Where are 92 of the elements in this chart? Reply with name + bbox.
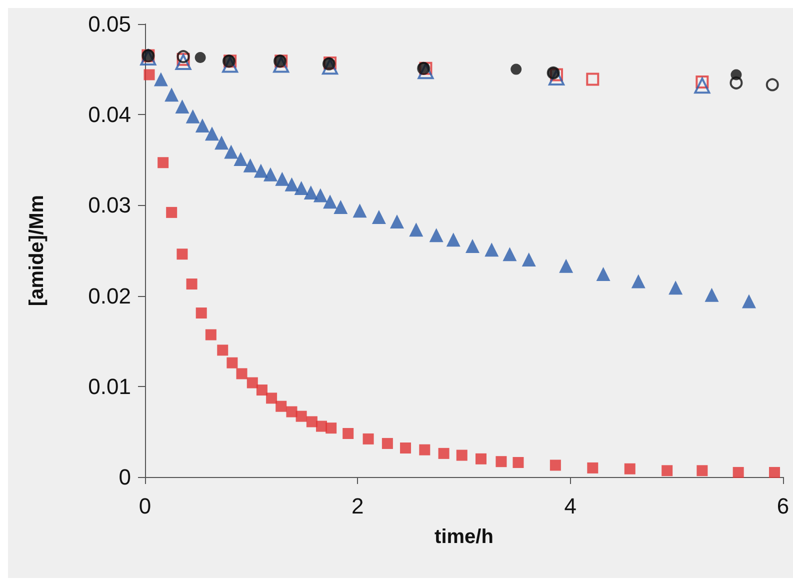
point (194, 52, 206, 64)
point (196, 308, 207, 319)
point (768, 466, 780, 478)
point (390, 214, 404, 229)
point (419, 444, 430, 456)
point (254, 164, 268, 178)
point (362, 433, 374, 444)
point (296, 410, 307, 422)
point (306, 416, 318, 428)
point (484, 242, 499, 257)
point (276, 400, 287, 412)
point (446, 232, 460, 247)
point (342, 428, 354, 440)
point (334, 200, 348, 214)
point (696, 465, 708, 476)
y-tick-label: 0.05 (88, 12, 131, 36)
point (496, 456, 507, 468)
point (236, 368, 248, 380)
point (266, 392, 278, 404)
point (234, 152, 248, 166)
point (418, 63, 434, 80)
point (742, 294, 756, 308)
point (326, 422, 337, 434)
point (466, 238, 480, 253)
point (631, 274, 646, 288)
y-tick-label: 0.01 (88, 374, 131, 399)
point (186, 109, 200, 124)
point (400, 442, 412, 454)
point (214, 136, 229, 150)
point (313, 188, 328, 202)
point (158, 157, 169, 168)
point (175, 99, 190, 114)
point (550, 460, 561, 471)
point (704, 288, 719, 302)
point (409, 222, 424, 237)
point (323, 194, 338, 209)
point (732, 466, 744, 478)
x-tick-label: 4 (564, 494, 576, 518)
x-tick-label: 6 (776, 494, 790, 518)
point (512, 457, 524, 468)
point (294, 180, 308, 195)
point (164, 88, 179, 102)
point (766, 78, 779, 92)
point (476, 453, 487, 464)
point (382, 438, 393, 449)
point (586, 72, 600, 86)
x-tick-label: 2 (352, 494, 364, 518)
point (522, 252, 536, 267)
point (256, 384, 268, 396)
point (246, 377, 258, 388)
point (596, 267, 610, 282)
point (559, 258, 574, 273)
point (243, 158, 258, 172)
point (226, 357, 238, 368)
point (263, 167, 278, 182)
x-axis-title: time/h (434, 526, 494, 548)
point (205, 329, 216, 340)
point (175, 54, 192, 70)
point (224, 144, 238, 159)
point (510, 64, 522, 75)
point (694, 78, 710, 94)
point (275, 172, 290, 186)
point (587, 462, 598, 474)
point (204, 126, 219, 141)
point (186, 278, 198, 290)
y-tick-label: 0.02 (88, 283, 131, 308)
point (195, 118, 210, 132)
point (438, 448, 450, 459)
y-axis-title: [amide]/Mm (26, 194, 48, 306)
point (352, 204, 367, 218)
y-tick-label: 0.03 (88, 192, 131, 218)
point (662, 465, 673, 476)
point (304, 186, 318, 200)
point (140, 50, 156, 66)
y-tick-label: 0 (118, 464, 131, 490)
point (284, 177, 299, 192)
point (668, 280, 683, 295)
point (166, 206, 178, 218)
point (286, 406, 298, 418)
point (730, 76, 743, 90)
point (372, 210, 386, 224)
y-tick-label: 0.04 (88, 102, 131, 128)
x-tick-label: 0 (138, 494, 152, 518)
point (429, 228, 444, 242)
point (456, 450, 468, 461)
point (624, 463, 636, 474)
point (502, 247, 517, 262)
point (176, 248, 188, 260)
point (217, 344, 228, 356)
point (730, 69, 742, 80)
point (154, 72, 168, 86)
point (144, 69, 155, 80)
